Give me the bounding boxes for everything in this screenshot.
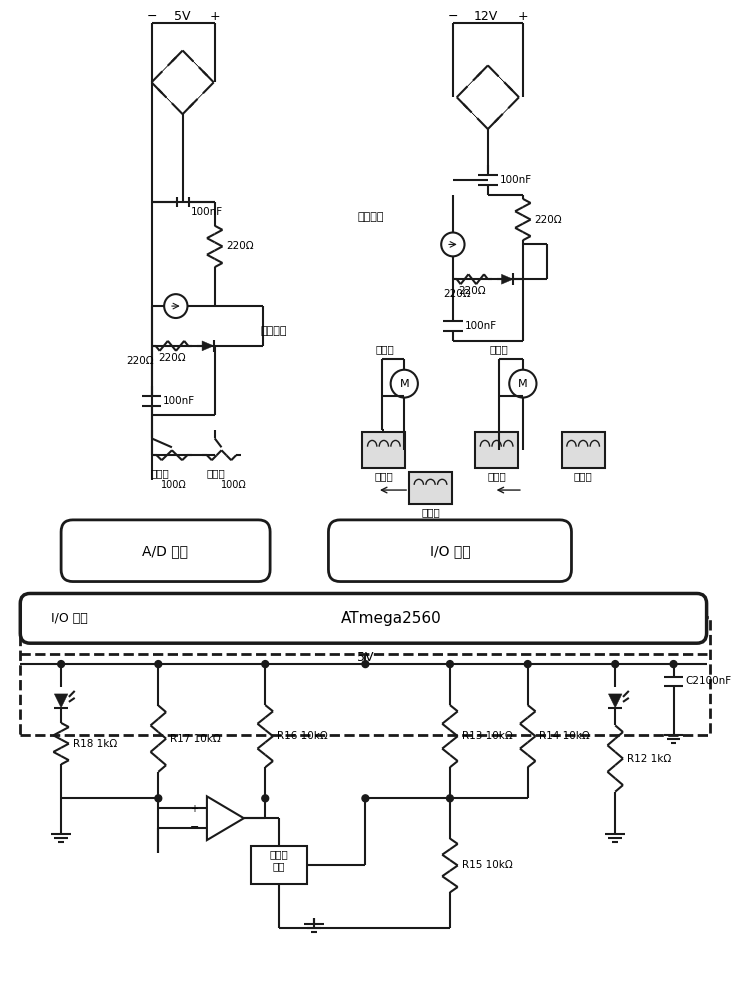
Text: C2100nF: C2100nF: [685, 676, 732, 686]
Polygon shape: [495, 73, 508, 86]
Text: 220Ω: 220Ω: [226, 241, 254, 251]
Circle shape: [390, 370, 418, 398]
Text: −: −: [146, 10, 157, 23]
Text: 稳压电路: 稳压电路: [358, 212, 384, 222]
Polygon shape: [194, 90, 206, 103]
Circle shape: [612, 661, 619, 668]
Circle shape: [58, 661, 65, 668]
Text: 稳压电路: 稳压电路: [260, 326, 287, 336]
Text: R14 10kΩ: R14 10kΩ: [539, 731, 590, 741]
Text: 100Ω: 100Ω: [161, 480, 187, 490]
Text: R15 10kΩ: R15 10kΩ: [462, 860, 513, 870]
Circle shape: [362, 661, 369, 668]
Polygon shape: [190, 58, 203, 71]
Text: M: M: [399, 379, 409, 389]
Polygon shape: [464, 76, 477, 90]
Text: 220Ω: 220Ω: [443, 289, 470, 299]
Bar: [20, 617, 711, 735]
Text: R17 10kΩ: R17 10kΩ: [170, 734, 220, 744]
Text: 继电器: 继电器: [487, 471, 506, 481]
Text: R13 10kΩ: R13 10kΩ: [462, 731, 513, 741]
Text: 电位计: 电位计: [207, 468, 226, 478]
Text: 220Ω: 220Ω: [158, 353, 186, 363]
Polygon shape: [162, 93, 175, 107]
Circle shape: [447, 661, 453, 668]
Bar: [475, 432, 518, 468]
Text: 100nF: 100nF: [163, 396, 195, 406]
Text: 继电器: 继电器: [574, 471, 593, 481]
Text: 电位计: 电位计: [151, 468, 169, 478]
FancyBboxPatch shape: [20, 593, 706, 643]
Text: I/O 输入: I/O 输入: [51, 612, 88, 625]
Circle shape: [262, 661, 269, 668]
Text: 5V: 5V: [357, 651, 374, 664]
Circle shape: [525, 661, 531, 668]
Circle shape: [362, 795, 369, 802]
Text: 100nF: 100nF: [499, 175, 532, 185]
Text: +: +: [209, 10, 220, 23]
Bar: [409, 472, 452, 504]
Bar: [251, 846, 307, 884]
Text: I/O 输出: I/O 输出: [430, 544, 470, 558]
Text: A/D 输入: A/D 输入: [142, 544, 188, 558]
Text: R16 10kΩ: R16 10kΩ: [277, 731, 328, 741]
Circle shape: [441, 232, 464, 256]
Text: ATmega2560: ATmega2560: [341, 611, 442, 626]
Text: 100nF: 100nF: [191, 207, 223, 217]
Text: −: −: [447, 10, 458, 23]
Text: R12 1kΩ: R12 1kΩ: [627, 754, 671, 764]
Circle shape: [262, 795, 269, 802]
Circle shape: [155, 661, 162, 668]
Text: 220Ω: 220Ω: [534, 215, 562, 225]
Circle shape: [509, 370, 536, 398]
Text: M: M: [518, 379, 528, 389]
Polygon shape: [159, 61, 172, 75]
Text: 继电器: 继电器: [421, 507, 440, 517]
Polygon shape: [502, 274, 513, 284]
Text: 5V: 5V: [174, 10, 191, 23]
Text: 继电器: 继电器: [375, 471, 393, 481]
Polygon shape: [54, 694, 68, 708]
Text: 霍尔传
感器: 霍尔传 感器: [269, 849, 288, 871]
Text: 12V: 12V: [474, 10, 498, 23]
Text: +: +: [190, 804, 198, 814]
Text: R18 1kΩ: R18 1kΩ: [73, 739, 117, 749]
Text: 220Ω: 220Ω: [126, 356, 154, 366]
Circle shape: [164, 294, 188, 318]
Polygon shape: [608, 694, 622, 708]
Polygon shape: [467, 108, 481, 122]
Text: 220Ω: 220Ω: [459, 286, 486, 296]
FancyBboxPatch shape: [329, 520, 571, 582]
Polygon shape: [499, 105, 512, 118]
Bar: [562, 432, 605, 468]
Bar: [362, 432, 405, 468]
Text: 电推杆: 电推杆: [375, 344, 394, 354]
Text: 100nF: 100nF: [464, 321, 496, 331]
Text: 100Ω: 100Ω: [220, 480, 246, 490]
Circle shape: [447, 795, 453, 802]
Text: −: −: [190, 822, 199, 832]
FancyBboxPatch shape: [61, 520, 270, 582]
Circle shape: [155, 795, 162, 802]
Circle shape: [670, 661, 677, 668]
Text: 电推杆: 电推杆: [489, 344, 508, 354]
Polygon shape: [202, 341, 214, 351]
Text: +: +: [518, 10, 528, 23]
